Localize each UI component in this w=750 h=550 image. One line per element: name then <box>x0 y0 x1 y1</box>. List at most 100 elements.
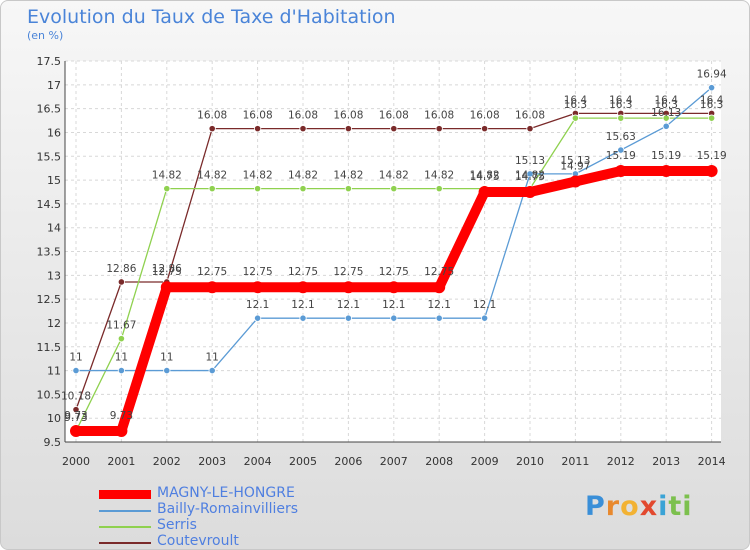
data-label-serris: 14.82 <box>288 170 318 182</box>
data-point-magny-le-hongre <box>206 281 219 294</box>
data-label-coutevroult: 16.4 <box>700 94 724 106</box>
data-label-serris: 14.82 <box>424 170 454 182</box>
data-label-magny-le-hongre: 15.19 <box>651 150 681 162</box>
data-point-magny-le-hongre <box>342 281 355 294</box>
data-label-magny-le-hongre: 12.75 <box>333 266 363 278</box>
x-tick-label: 2013 <box>652 455 680 468</box>
legend-label: Serris <box>157 517 197 533</box>
data-label-coutevroult: 12.86 <box>106 263 136 275</box>
data-label-serris: 14.82 <box>379 170 409 182</box>
y-tick-label: 17.5 <box>37 55 62 68</box>
data-label-coutevroult: 16.4 <box>564 94 588 106</box>
x-tick-label: 2001 <box>107 455 135 468</box>
data-point-serris <box>254 185 262 193</box>
data-point-magny-le-hongre <box>160 281 173 294</box>
data-label-magny-le-hongre: 12.75 <box>424 266 454 278</box>
y-tick-label: 10 <box>47 412 61 425</box>
x-tick-label: 2009 <box>471 455 499 468</box>
data-point-bailly-romainvilliers <box>254 314 262 322</box>
chart-title: Evolution du Taux de Taxe d'Habitation <box>27 6 396 28</box>
data-point-magny-le-hongre <box>115 425 128 438</box>
y-tick-label: 11.5 <box>37 341 62 354</box>
x-tick-label: 2005 <box>289 455 317 468</box>
data-point-serris <box>299 185 307 193</box>
data-label-serris: 14.82 <box>243 170 273 182</box>
data-label-serris: 14.82 <box>197 170 227 182</box>
data-point-magny-le-hongre <box>70 425 82 438</box>
y-tick-label: 12 <box>47 317 61 330</box>
data-point-coutevroult <box>390 125 398 133</box>
data-label-serris: 14.82 <box>515 170 545 182</box>
data-point-coutevroult <box>299 125 307 133</box>
data-point-serris <box>662 114 670 122</box>
data-point-coutevroult <box>480 125 489 133</box>
data-label-bailly-romainvilliers: 12.1 <box>337 299 360 311</box>
data-label-bailly-romainvilliers: 12.1 <box>382 299 405 311</box>
y-tick-label: 15.5 <box>37 150 62 163</box>
data-point-coutevroult <box>435 125 443 133</box>
y-tick-label: 16 <box>47 126 61 139</box>
data-label-magny-le-hongre: 12.75 <box>243 266 273 278</box>
data-label-serris: 16.3 <box>564 99 587 111</box>
data-label-coutevroult: 16.08 <box>424 110 454 122</box>
data-label-serris: 14.82 <box>333 170 363 182</box>
proxiti-logo: Proxiti <box>585 491 693 522</box>
data-label-coutevroult: 16.4 <box>655 94 679 106</box>
y-tick-label: 17 <box>47 79 61 92</box>
data-label-bailly-romainvilliers: 11 <box>160 352 173 364</box>
data-point-serris <box>435 185 443 193</box>
data-point-magny-le-hongre <box>433 281 446 294</box>
legend-swatch-bailly <box>99 510 151 512</box>
data-point-bailly-romainvilliers <box>117 366 126 375</box>
data-point-bailly-romainvilliers <box>526 170 534 178</box>
data-point-bailly-romainvilliers <box>617 146 625 154</box>
data-label-coutevroult: 16.08 <box>333 110 363 122</box>
data-label-bailly-romainvilliers: 12.1 <box>428 299 451 311</box>
data-point-bailly-romainvilliers <box>707 84 716 92</box>
line-chart: 9.5 10 10.5 11 11.5 12 12.5 13 13.5 14 14.5 15 15.5 1… <box>37 55 727 468</box>
data-point-serris <box>117 335 126 343</box>
x-tick-label: 2006 <box>334 455 362 468</box>
data-point-bailly-romainvilliers <box>299 314 307 322</box>
data-point-magny-le-hongre <box>478 185 491 198</box>
x-tick-label: 2003 <box>198 455 226 468</box>
x-tick-label: 2002 <box>153 455 181 468</box>
data-label-bailly-romainvilliers: 16.94 <box>697 69 727 81</box>
legend-swatch-coutevroult <box>99 542 151 544</box>
x-tick-label: 2000 <box>62 455 90 468</box>
data-label-magny-le-hongre: 14.75 <box>470 171 500 183</box>
data-point-bailly-romainvilliers <box>208 366 216 375</box>
x-tick-label: 2007 <box>380 455 408 468</box>
y-tick-label: 16.5 <box>37 103 62 116</box>
data-label-serris: 16.3 <box>609 99 632 111</box>
data-label-serris: 16.3 <box>700 99 723 111</box>
data-point-coutevroult <box>526 125 534 133</box>
data-label-magny-le-hongre: 9.73 <box>110 410 133 422</box>
data-label-coutevroult: 16.08 <box>379 110 409 122</box>
y-tick-label: 15 <box>47 174 61 187</box>
data-label-magny-le-hongre: 14.75 <box>515 171 545 183</box>
data-point-serris <box>707 114 716 122</box>
data-label-coutevroult: 16.08 <box>288 110 318 122</box>
legend-swatch-magny <box>99 490 151 499</box>
data-label-serris: 16.3 <box>655 99 678 111</box>
y-tick-label: 14.5 <box>37 198 62 211</box>
data-point-magny-le-hongre <box>660 165 673 178</box>
data-point-coutevroult <box>208 125 216 133</box>
x-tick-label: 2010 <box>516 455 544 468</box>
data-label-bailly-romainvilliers: 16.13 <box>651 107 681 119</box>
data-point-magny-le-hongre <box>524 185 536 198</box>
data-point-magny-le-hongre <box>614 165 627 178</box>
y-tick-label: 14 <box>47 222 61 235</box>
data-label-coutevroult: 16.08 <box>470 110 500 122</box>
data-point-coutevroult <box>254 125 262 133</box>
data-label-magny-le-hongre: 12.75 <box>379 266 409 278</box>
data-label-serris: 9.73 <box>64 412 87 424</box>
data-label-bailly-romainvilliers: 15.63 <box>606 131 636 143</box>
data-label-serris: 11.67 <box>106 320 136 332</box>
data-label-bailly-romainvilliers: 15.13 <box>515 155 545 167</box>
x-tick-label: 2008 <box>425 455 453 468</box>
legend-label: Bailly-Romainvilliers <box>157 501 299 517</box>
data-label-bailly-romainvilliers: 15.13 <box>560 155 590 167</box>
data-point-serris <box>571 114 580 122</box>
